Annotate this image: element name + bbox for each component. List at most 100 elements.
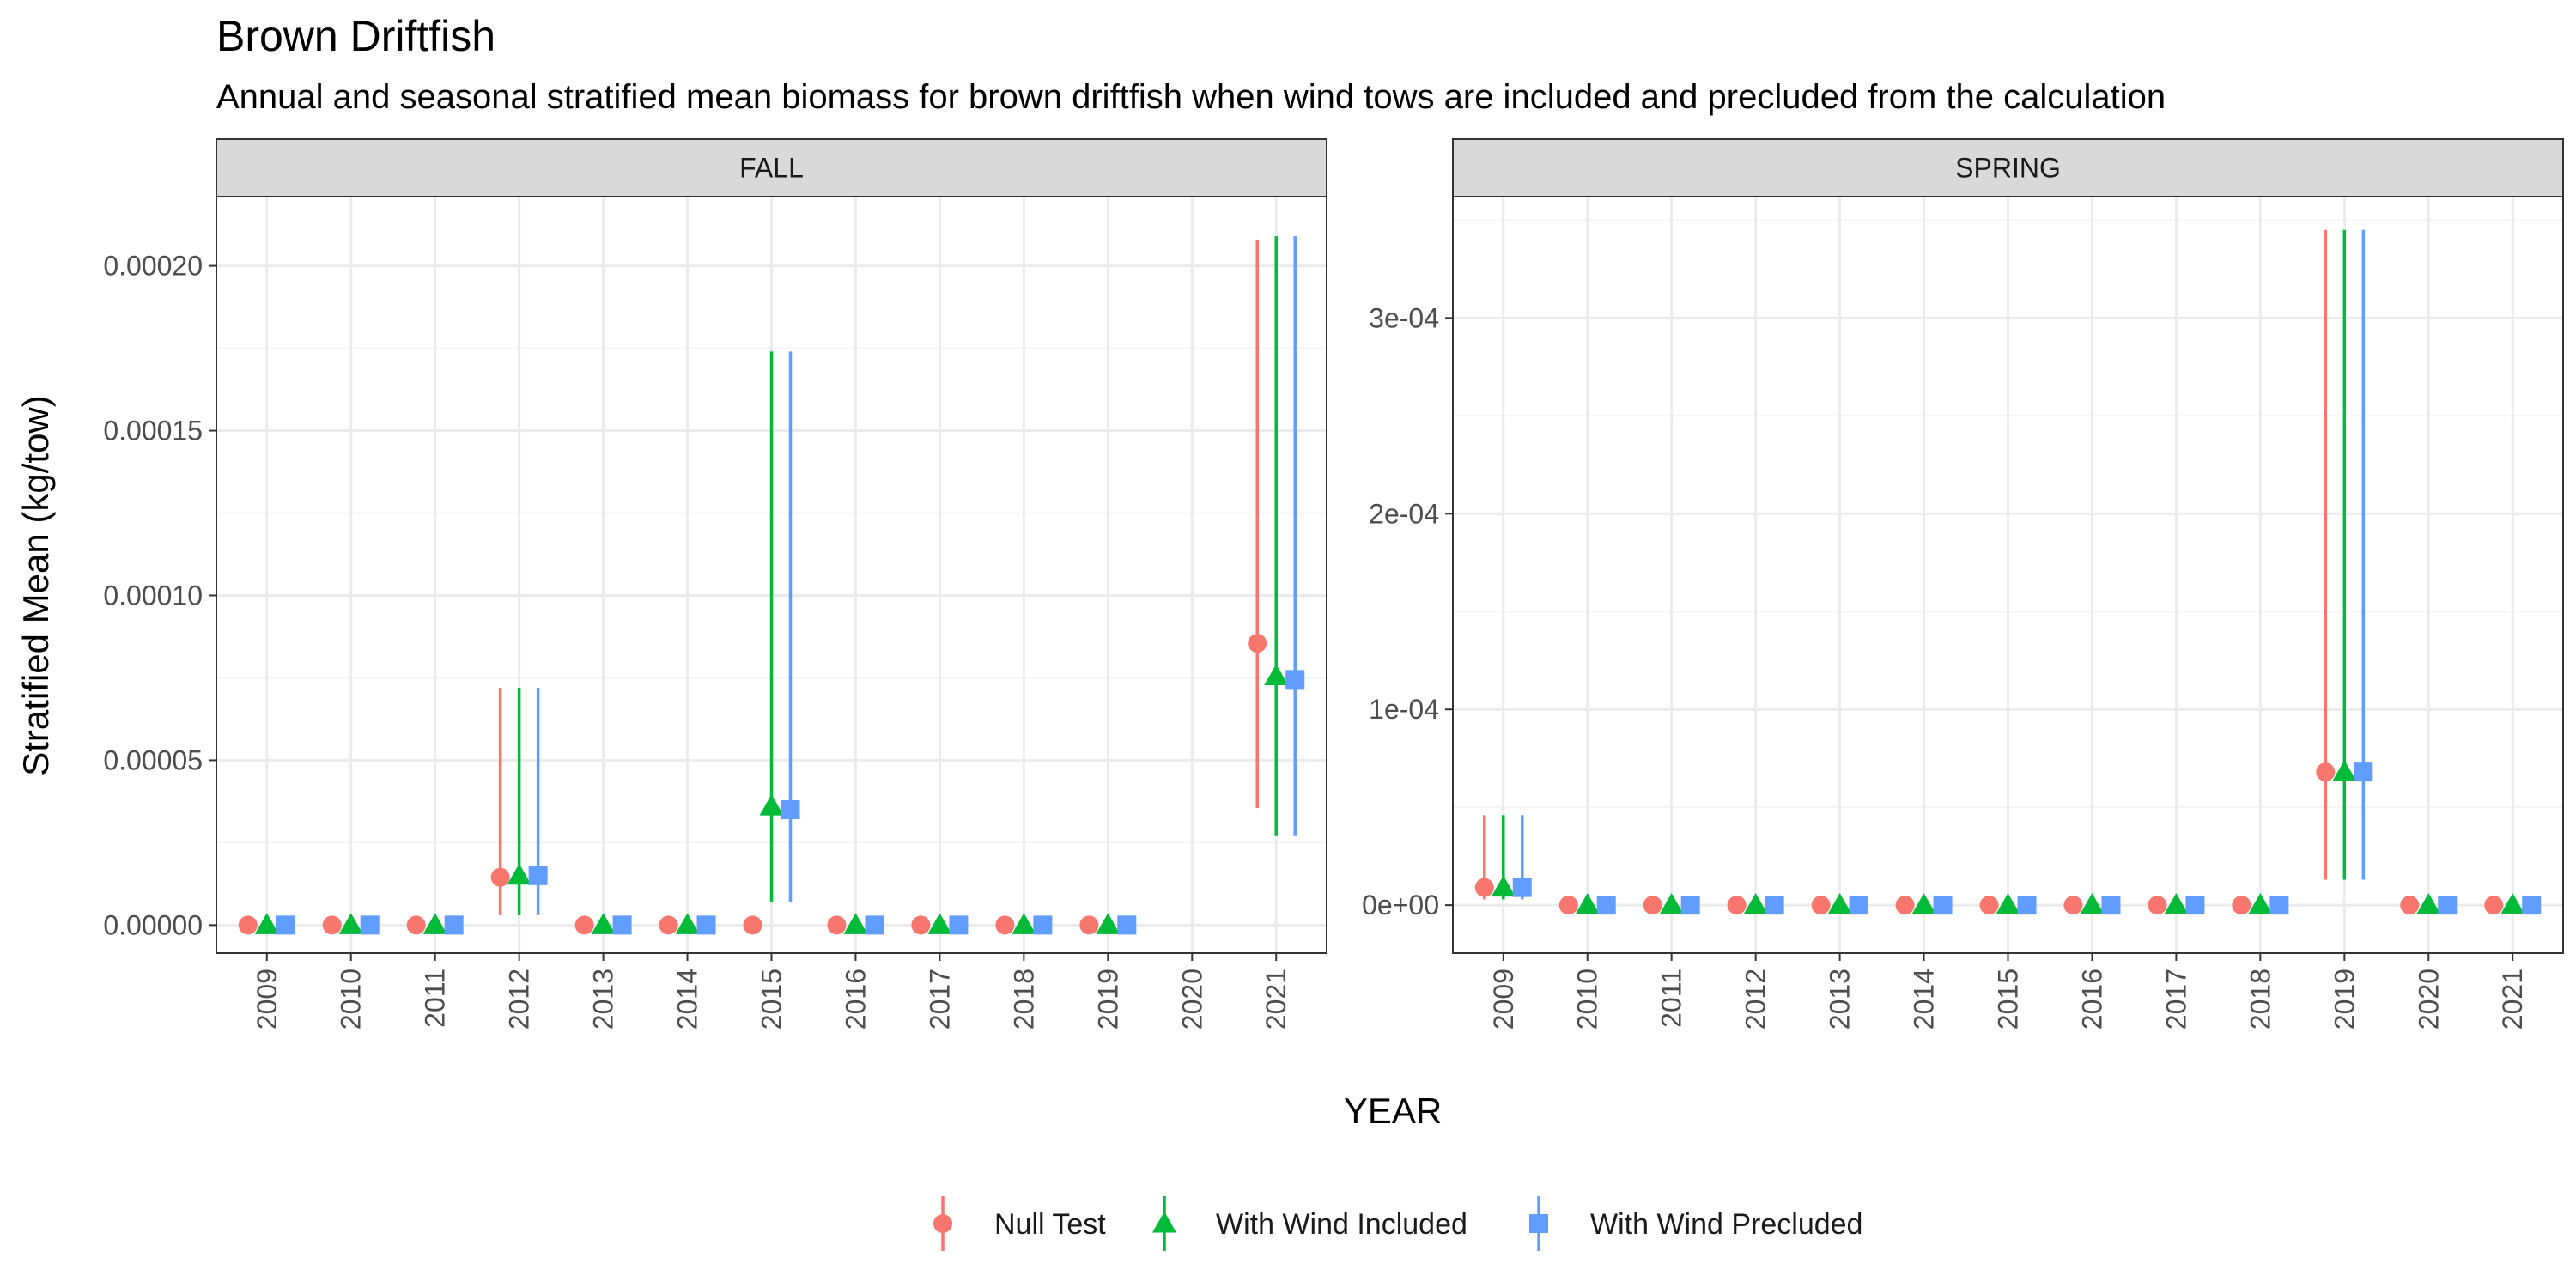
data-point-square: [2438, 896, 2458, 915]
x-axis-label: YEAR: [1344, 1091, 1442, 1131]
x-tick-label: 2019: [1092, 969, 1123, 1030]
data-point-square: [949, 915, 969, 935]
data-point-square: [1596, 896, 1616, 915]
data-point-triangle: [2500, 893, 2525, 914]
data-point-triangle: [338, 913, 363, 934]
data-point-square: [1933, 896, 1953, 915]
data-point-circle: [659, 915, 678, 935]
data-point-square: [2354, 762, 2373, 782]
data-point-square: [612, 915, 632, 935]
x-tick-label: 2020: [2413, 969, 2444, 1030]
data-point-triangle: [1911, 893, 1936, 914]
x-tick-label: 2021: [1261, 969, 1291, 1030]
y-tick-label: 0e+00: [1362, 890, 1439, 920]
data-point-triangle: [2164, 893, 2189, 914]
data-point-triangle: [2416, 893, 2441, 914]
data-point-circle: [2148, 896, 2167, 915]
data-point-square: [1849, 896, 1868, 915]
data-point-triangle: [1575, 893, 1600, 914]
x-tick-label: 2016: [840, 969, 871, 1030]
data-point-circle: [2400, 896, 2420, 915]
data-point-square: [2101, 896, 2121, 915]
data-point-triangle: [422, 913, 447, 934]
chart-title: Brown Driftfish: [216, 12, 495, 60]
facet-strip: [216, 138, 1327, 197]
x-tick-label: 2013: [588, 969, 619, 1030]
data-point-circle: [827, 915, 847, 935]
data-point-triangle: [1827, 893, 1852, 914]
data-point-triangle: [1012, 913, 1036, 934]
data-point-circle: [2484, 896, 2504, 915]
data-point-square: [276, 915, 295, 935]
data-point-triangle: [1996, 893, 2020, 914]
panel-fall: FALL 0.00000 0.00005 0.00010 0.00015 0.00020 2…: [103, 138, 1327, 1030]
chart-subtitle: Annual and seasonal stratified mean biom…: [216, 78, 2166, 116]
y-tick-label: 2e-04: [1369, 498, 1439, 529]
data-point-square: [360, 915, 380, 935]
x-tick-label: 2011: [420, 969, 451, 1028]
data-point-circle: [1979, 896, 1999, 915]
data-point-triangle: [591, 913, 616, 934]
data-point-square: [1512, 878, 1532, 897]
x-tick-label: 2018: [1008, 969, 1039, 1030]
x-tick-label: 2016: [2076, 969, 2107, 1030]
y-tick-label: 0.00020: [103, 251, 203, 282]
legend-item: With Wind Included: [1152, 1196, 1467, 1251]
data-point-square: [781, 800, 800, 820]
facet-label: FALL: [739, 153, 804, 184]
y-tick-label: 0.00005: [103, 744, 203, 775]
data-point-circle: [322, 915, 342, 935]
data-point-triangle: [759, 794, 784, 816]
legend-label: With Wind Included: [1216, 1208, 1467, 1241]
data-point-circle: [238, 915, 258, 935]
x-tick-label: 2017: [924, 969, 955, 1030]
y-tick-label: 0.00015: [103, 416, 203, 447]
data-point-circle: [1079, 915, 1099, 935]
x-tick-label: 2015: [1993, 969, 2024, 1030]
panel-border: [1452, 196, 2564, 954]
data-point-circle: [1248, 634, 1267, 653]
data-point-square: [1033, 915, 1053, 935]
legend-label: Null Test: [994, 1208, 1106, 1241]
data-point-square: [1117, 915, 1137, 935]
legend-key-circle: [933, 1214, 952, 1233]
x-tick-label: 2012: [1741, 969, 1771, 1030]
data-point-triangle: [2080, 893, 2105, 914]
data-point-square: [865, 915, 884, 935]
data-point-square: [2185, 896, 2205, 915]
data-point-circle: [1474, 878, 1494, 897]
data-point-circle: [1811, 896, 1831, 915]
y-axis-label: Stratified Mean (kg/tow): [15, 395, 56, 776]
y-tick-label: 3e-04: [1369, 302, 1439, 333]
data-point-square: [1765, 896, 1784, 915]
data-point-square: [528, 866, 548, 885]
x-tick-label: 2011: [1656, 969, 1687, 1028]
data-point-circle: [2232, 896, 2251, 915]
data-point-triangle: [2332, 760, 2357, 781]
data-point-triangle: [1264, 664, 1289, 686]
legend-item: With Wind Precluded: [1529, 1196, 1862, 1251]
data-point-square: [696, 915, 716, 935]
x-tick-label: 2015: [756, 969, 787, 1030]
x-tick-label: 2017: [2160, 969, 2191, 1030]
x-tick-label: 2018: [2245, 969, 2275, 1030]
legend-key-triangle: [1152, 1212, 1176, 1233]
x-tick-label: 2009: [1488, 969, 1519, 1030]
x-tick-label: 2012: [504, 969, 535, 1030]
data-point-circle: [2063, 896, 2083, 915]
data-point-circle: [1558, 896, 1578, 915]
data-point-square: [444, 915, 464, 935]
x-tick-label: 2010: [1572, 969, 1603, 1030]
panel-border: [216, 196, 1327, 954]
data-point-square: [2269, 896, 2289, 915]
data-point-circle: [2316, 762, 2336, 782]
y-tick-label: 1e-04: [1369, 694, 1439, 725]
data-point-triangle: [1096, 913, 1121, 934]
y-tick-label: 0.00010: [103, 580, 203, 611]
legend: Null Test With Wind Included With Wind Pre…: [933, 1196, 1862, 1251]
legend-key-square: [1529, 1214, 1548, 1233]
data-point-triangle: [254, 913, 279, 934]
data-point-triangle: [2248, 893, 2273, 914]
facet-strip: [1452, 138, 2564, 197]
